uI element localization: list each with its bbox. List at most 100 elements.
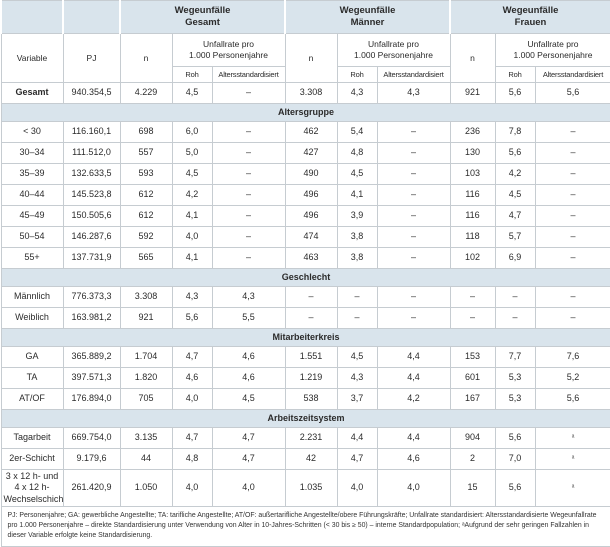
row-label: AT/OF (0, 388, 64, 410)
value-cell: 4,1 (336, 184, 378, 206)
section-row: Geschlecht (0, 268, 610, 287)
value-cell: 118 (449, 226, 496, 248)
value-cell: 150.505,6 (62, 205, 121, 227)
value-cell: 940.354,5 (62, 82, 121, 104)
value-cell: 1.219 (284, 367, 338, 389)
value-cell: 6,9 (494, 247, 536, 269)
value-cell: 921 (119, 307, 173, 329)
value-cell: 4,0 (171, 226, 213, 248)
value-cell: 4,4 (336, 427, 378, 449)
value-cell: – (376, 184, 451, 206)
table-row: 2er-Schicht 9.179,6 44 4,8 4,7 42 4,7 4,6 2 7,0 ᵃ (0, 448, 610, 470)
value-cell: 176.894,0 (62, 388, 121, 410)
value-cell: 261.420,9 (62, 469, 121, 507)
value-cell: 5,0 (171, 142, 213, 164)
value-cell: 4,5 (211, 388, 286, 410)
value-cell: – (376, 247, 451, 269)
value-cell: 4,7 (211, 427, 286, 449)
value-cell: 130 (449, 142, 496, 164)
value-cell: 462 (284, 121, 338, 143)
section-row: Arbeitszeitsystem (0, 409, 610, 428)
value-cell: 153 (449, 346, 496, 368)
group-header-frauen: Wegeunfälle Frauen (449, 0, 610, 34)
value-cell: 463 (284, 247, 338, 269)
group-header-row: Wegeunfälle Gesamt Wegeunfälle Männer We… (0, 0, 610, 34)
value-cell: 4,4 (376, 427, 451, 449)
value-cell: – (376, 286, 451, 308)
value-cell: – (284, 307, 338, 329)
table-row: 3 x 12 h- und 4 x 12 h- Wechselschicht 26… (0, 469, 610, 507)
value-cell: – (534, 142, 610, 164)
value-cell: 132.633,5 (62, 163, 121, 185)
value-cell: 592 (119, 226, 173, 248)
value-cell: – (534, 286, 610, 308)
row-label: TA (0, 367, 64, 389)
value-cell: 5,6 (171, 307, 213, 329)
col-header-roh-gesamt: Roh (171, 66, 213, 83)
value-cell: – (534, 205, 610, 227)
col-header-pj: PJ (62, 33, 121, 83)
value-cell: 496 (284, 205, 338, 227)
value-cell: 4,8 (171, 448, 213, 470)
value-cell: 137.731,9 (62, 247, 121, 269)
value-cell: 601 (449, 367, 496, 389)
table-row: GA 365.889,2 1.704 4,7 4,6 1.551 4,5 4,4 153 7,7 7… (0, 346, 610, 368)
col-header-roh-frauen: Roh (494, 66, 536, 83)
value-cell: 15 (449, 469, 496, 507)
section-title: Arbeitszeitsystem (0, 409, 610, 428)
value-cell: 4,6 (376, 448, 451, 470)
value-cell: – (211, 82, 286, 104)
row-label: 3 x 12 h- und 4 x 12 h- Wechselschicht (0, 469, 64, 507)
value-cell: 2.231 (284, 427, 338, 449)
value-cell: ᵃ (534, 469, 610, 507)
section-row: Altersgruppe (0, 103, 610, 122)
value-cell: 236 (449, 121, 496, 143)
value-cell: 146.287,6 (62, 226, 121, 248)
col-header-std-maenner: Altersstandardisiert (376, 66, 451, 83)
value-cell: 4,5 (336, 163, 378, 185)
col-header-std-gesamt: Altersstandardisiert (211, 66, 286, 83)
value-cell: 427 (284, 142, 338, 164)
column-header-row: Variable PJ n Unfallrate pro 1.000 Perso… (0, 33, 610, 83)
value-cell: 4,5 (336, 346, 378, 368)
value-cell: 5,6 (494, 82, 536, 104)
value-cell: 538 (284, 388, 338, 410)
value-cell: 7,7 (494, 346, 536, 368)
value-cell: 4,0 (171, 388, 213, 410)
row-label: Männlich (0, 286, 64, 308)
table-row: 45–49 150.505,6 612 4,1–496 3,9–116 4,7– (0, 205, 610, 227)
value-cell: – (376, 163, 451, 185)
value-cell: 776.373,3 (62, 286, 121, 308)
value-cell: 612 (119, 184, 173, 206)
section-row: Mitarbeiterkreis (0, 328, 610, 347)
value-cell: 612 (119, 205, 173, 227)
value-cell: – (534, 184, 610, 206)
row-label: 45–49 (0, 205, 64, 227)
value-cell: ᵃ (534, 448, 610, 470)
col-header-rate-gesamt: Unfallrate pro 1.000 Personenjahre (171, 33, 286, 67)
value-cell: 669.754,0 (62, 427, 121, 449)
col-header-rate-maenner: Unfallrate pro 1.000 Personenjahre (336, 33, 451, 67)
value-cell: 3,9 (336, 205, 378, 227)
value-cell: 5,6 (534, 82, 610, 104)
value-cell: 1.050 (119, 469, 173, 507)
col-header-n-gesamt: n (119, 33, 173, 83)
value-cell: 1.820 (119, 367, 173, 389)
value-cell: 5,6 (494, 427, 536, 449)
value-cell: 4,2 (494, 163, 536, 185)
value-cell: 1.035 (284, 469, 338, 507)
value-cell: 4,7 (171, 346, 213, 368)
value-cell: – (534, 163, 610, 185)
value-cell: – (534, 121, 610, 143)
value-cell: – (494, 307, 536, 329)
row-label: 30–34 (0, 142, 64, 164)
col-header-roh-maenner: Roh (336, 66, 378, 83)
value-cell: – (376, 226, 451, 248)
group-header-maenner: Wegeunfälle Männer (284, 0, 451, 34)
table-row: Weiblich 163.981,2 921 5,6 5,5– – – – – – (0, 307, 610, 329)
blank-header-cell (62, 0, 121, 34)
value-cell: – (211, 121, 286, 143)
value-cell: 5,6 (534, 388, 610, 410)
value-cell: 397.571,3 (62, 367, 121, 389)
